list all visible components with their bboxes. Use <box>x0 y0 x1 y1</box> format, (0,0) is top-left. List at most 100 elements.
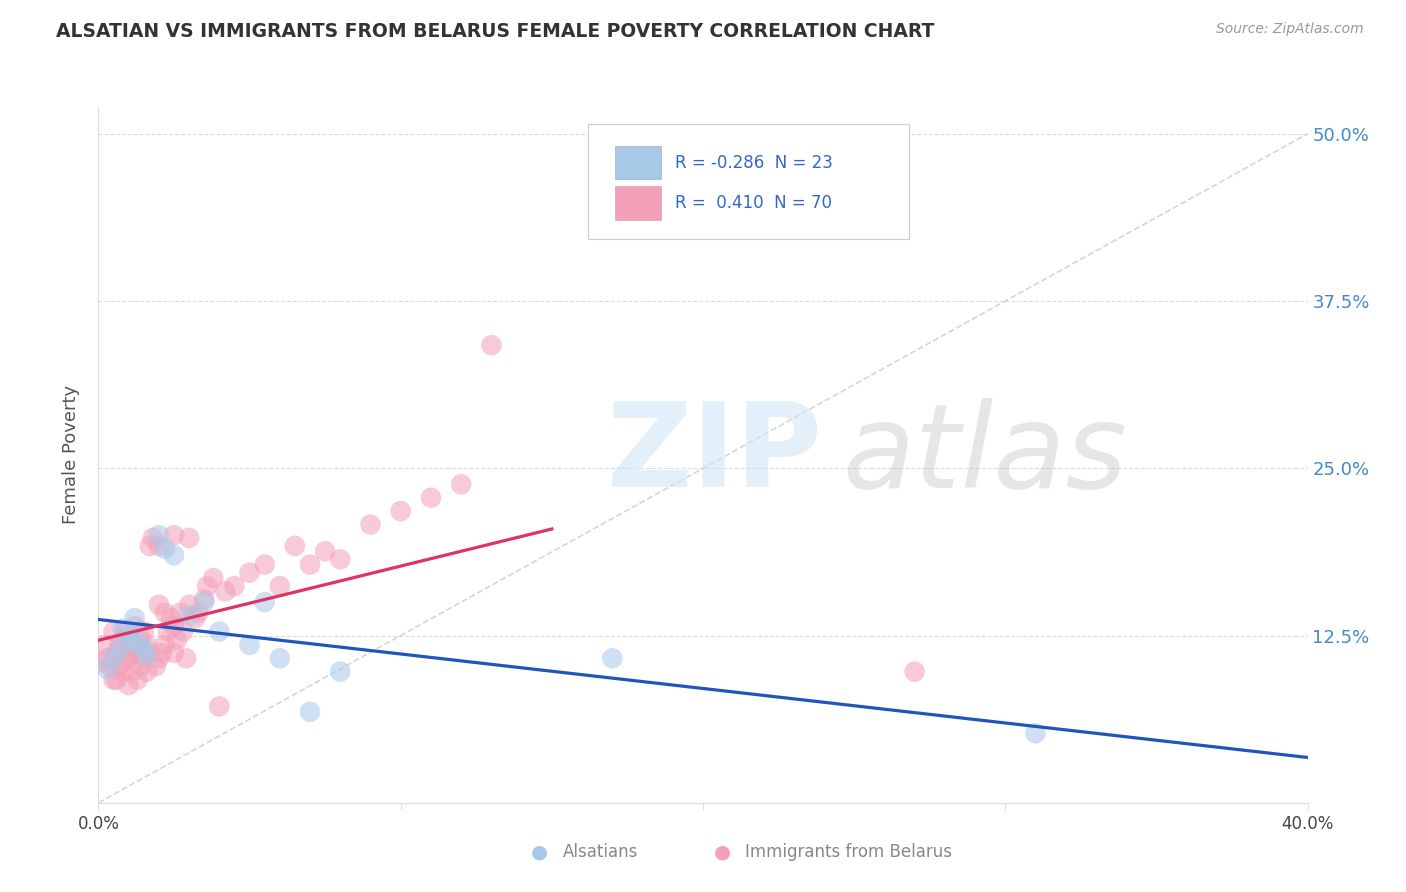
Point <box>132 651 155 665</box>
Point <box>118 678 141 692</box>
Text: ALSATIAN VS IMMIGRANTS FROM BELARUS FEMALE POVERTY CORRELATION CHART: ALSATIAN VS IMMIGRANTS FROM BELARUS FEMA… <box>56 22 935 41</box>
Point <box>179 608 201 623</box>
Text: ●: ● <box>531 842 548 862</box>
Point <box>135 638 157 652</box>
Text: Immigrants from Belarus: Immigrants from Belarus <box>745 843 952 861</box>
Text: ZIP: ZIP <box>606 398 823 512</box>
Point <box>127 635 149 649</box>
Text: Source: ZipAtlas.com: Source: ZipAtlas.com <box>1216 22 1364 37</box>
Point <box>100 659 122 673</box>
Point <box>96 662 118 676</box>
Text: Alsatians: Alsatians <box>562 843 638 861</box>
Point <box>132 642 155 657</box>
Text: atlas: atlas <box>842 398 1128 512</box>
Point <box>253 595 276 609</box>
Point <box>153 541 176 556</box>
Point <box>1024 726 1046 740</box>
Point <box>105 646 128 660</box>
Point <box>269 651 291 665</box>
Point <box>202 571 225 585</box>
Point <box>239 566 262 580</box>
Point <box>118 651 141 665</box>
Point <box>193 595 215 609</box>
Point <box>156 624 179 639</box>
Point <box>135 648 157 663</box>
Point <box>214 584 236 599</box>
Point <box>172 624 194 639</box>
Point <box>179 598 201 612</box>
Point <box>163 619 186 633</box>
Point <box>148 528 170 542</box>
Point <box>139 646 162 660</box>
Point <box>127 646 149 660</box>
Point <box>111 665 134 679</box>
Point <box>121 638 143 652</box>
Point <box>360 517 382 532</box>
Y-axis label: Female Poverty: Female Poverty <box>62 385 80 524</box>
Point <box>118 628 141 642</box>
Point <box>114 624 136 639</box>
Point <box>150 646 173 660</box>
Point <box>163 528 186 542</box>
Point <box>105 673 128 687</box>
Point <box>121 665 143 679</box>
Point <box>129 659 152 673</box>
Point <box>284 539 307 553</box>
Point <box>148 598 170 612</box>
Point <box>224 579 246 593</box>
Point <box>139 539 162 553</box>
Point <box>169 606 191 620</box>
Point <box>121 635 143 649</box>
Point <box>179 531 201 545</box>
Point <box>904 665 927 679</box>
Point <box>103 673 125 687</box>
Point <box>103 624 125 639</box>
Point <box>132 624 155 639</box>
Point <box>269 579 291 593</box>
Point <box>450 477 472 491</box>
Text: R =  0.410  N = 70: R = 0.410 N = 70 <box>675 194 832 212</box>
Point <box>145 659 167 673</box>
Point <box>90 655 112 669</box>
Point <box>299 558 322 572</box>
Point <box>142 531 165 545</box>
Point <box>602 651 624 665</box>
Point <box>103 651 125 665</box>
Point <box>129 632 152 647</box>
Point <box>193 592 215 607</box>
Point <box>195 579 218 593</box>
Point <box>124 611 146 625</box>
Point <box>153 638 176 652</box>
Point <box>124 619 146 633</box>
Point <box>239 638 262 652</box>
Point <box>153 606 176 620</box>
Point <box>163 646 186 660</box>
Point <box>389 504 412 518</box>
Point <box>208 624 231 639</box>
Point <box>124 646 146 660</box>
Point <box>329 552 352 566</box>
Point <box>174 651 197 665</box>
FancyBboxPatch shape <box>588 125 908 239</box>
FancyBboxPatch shape <box>614 186 661 219</box>
Point <box>299 705 322 719</box>
Point <box>329 665 352 679</box>
Point <box>163 548 186 563</box>
Point <box>108 642 131 657</box>
Point <box>166 632 188 647</box>
Point <box>184 611 207 625</box>
Point <box>111 632 134 647</box>
Point <box>481 338 503 352</box>
Point <box>208 699 231 714</box>
Text: R = -0.286  N = 23: R = -0.286 N = 23 <box>675 153 834 171</box>
Point <box>148 539 170 553</box>
Point <box>148 651 170 665</box>
Point <box>96 651 118 665</box>
Point <box>420 491 443 505</box>
Point <box>93 638 115 652</box>
Point <box>127 673 149 687</box>
Point <box>160 611 183 625</box>
Point <box>253 558 276 572</box>
Point <box>111 622 134 636</box>
FancyBboxPatch shape <box>614 146 661 179</box>
